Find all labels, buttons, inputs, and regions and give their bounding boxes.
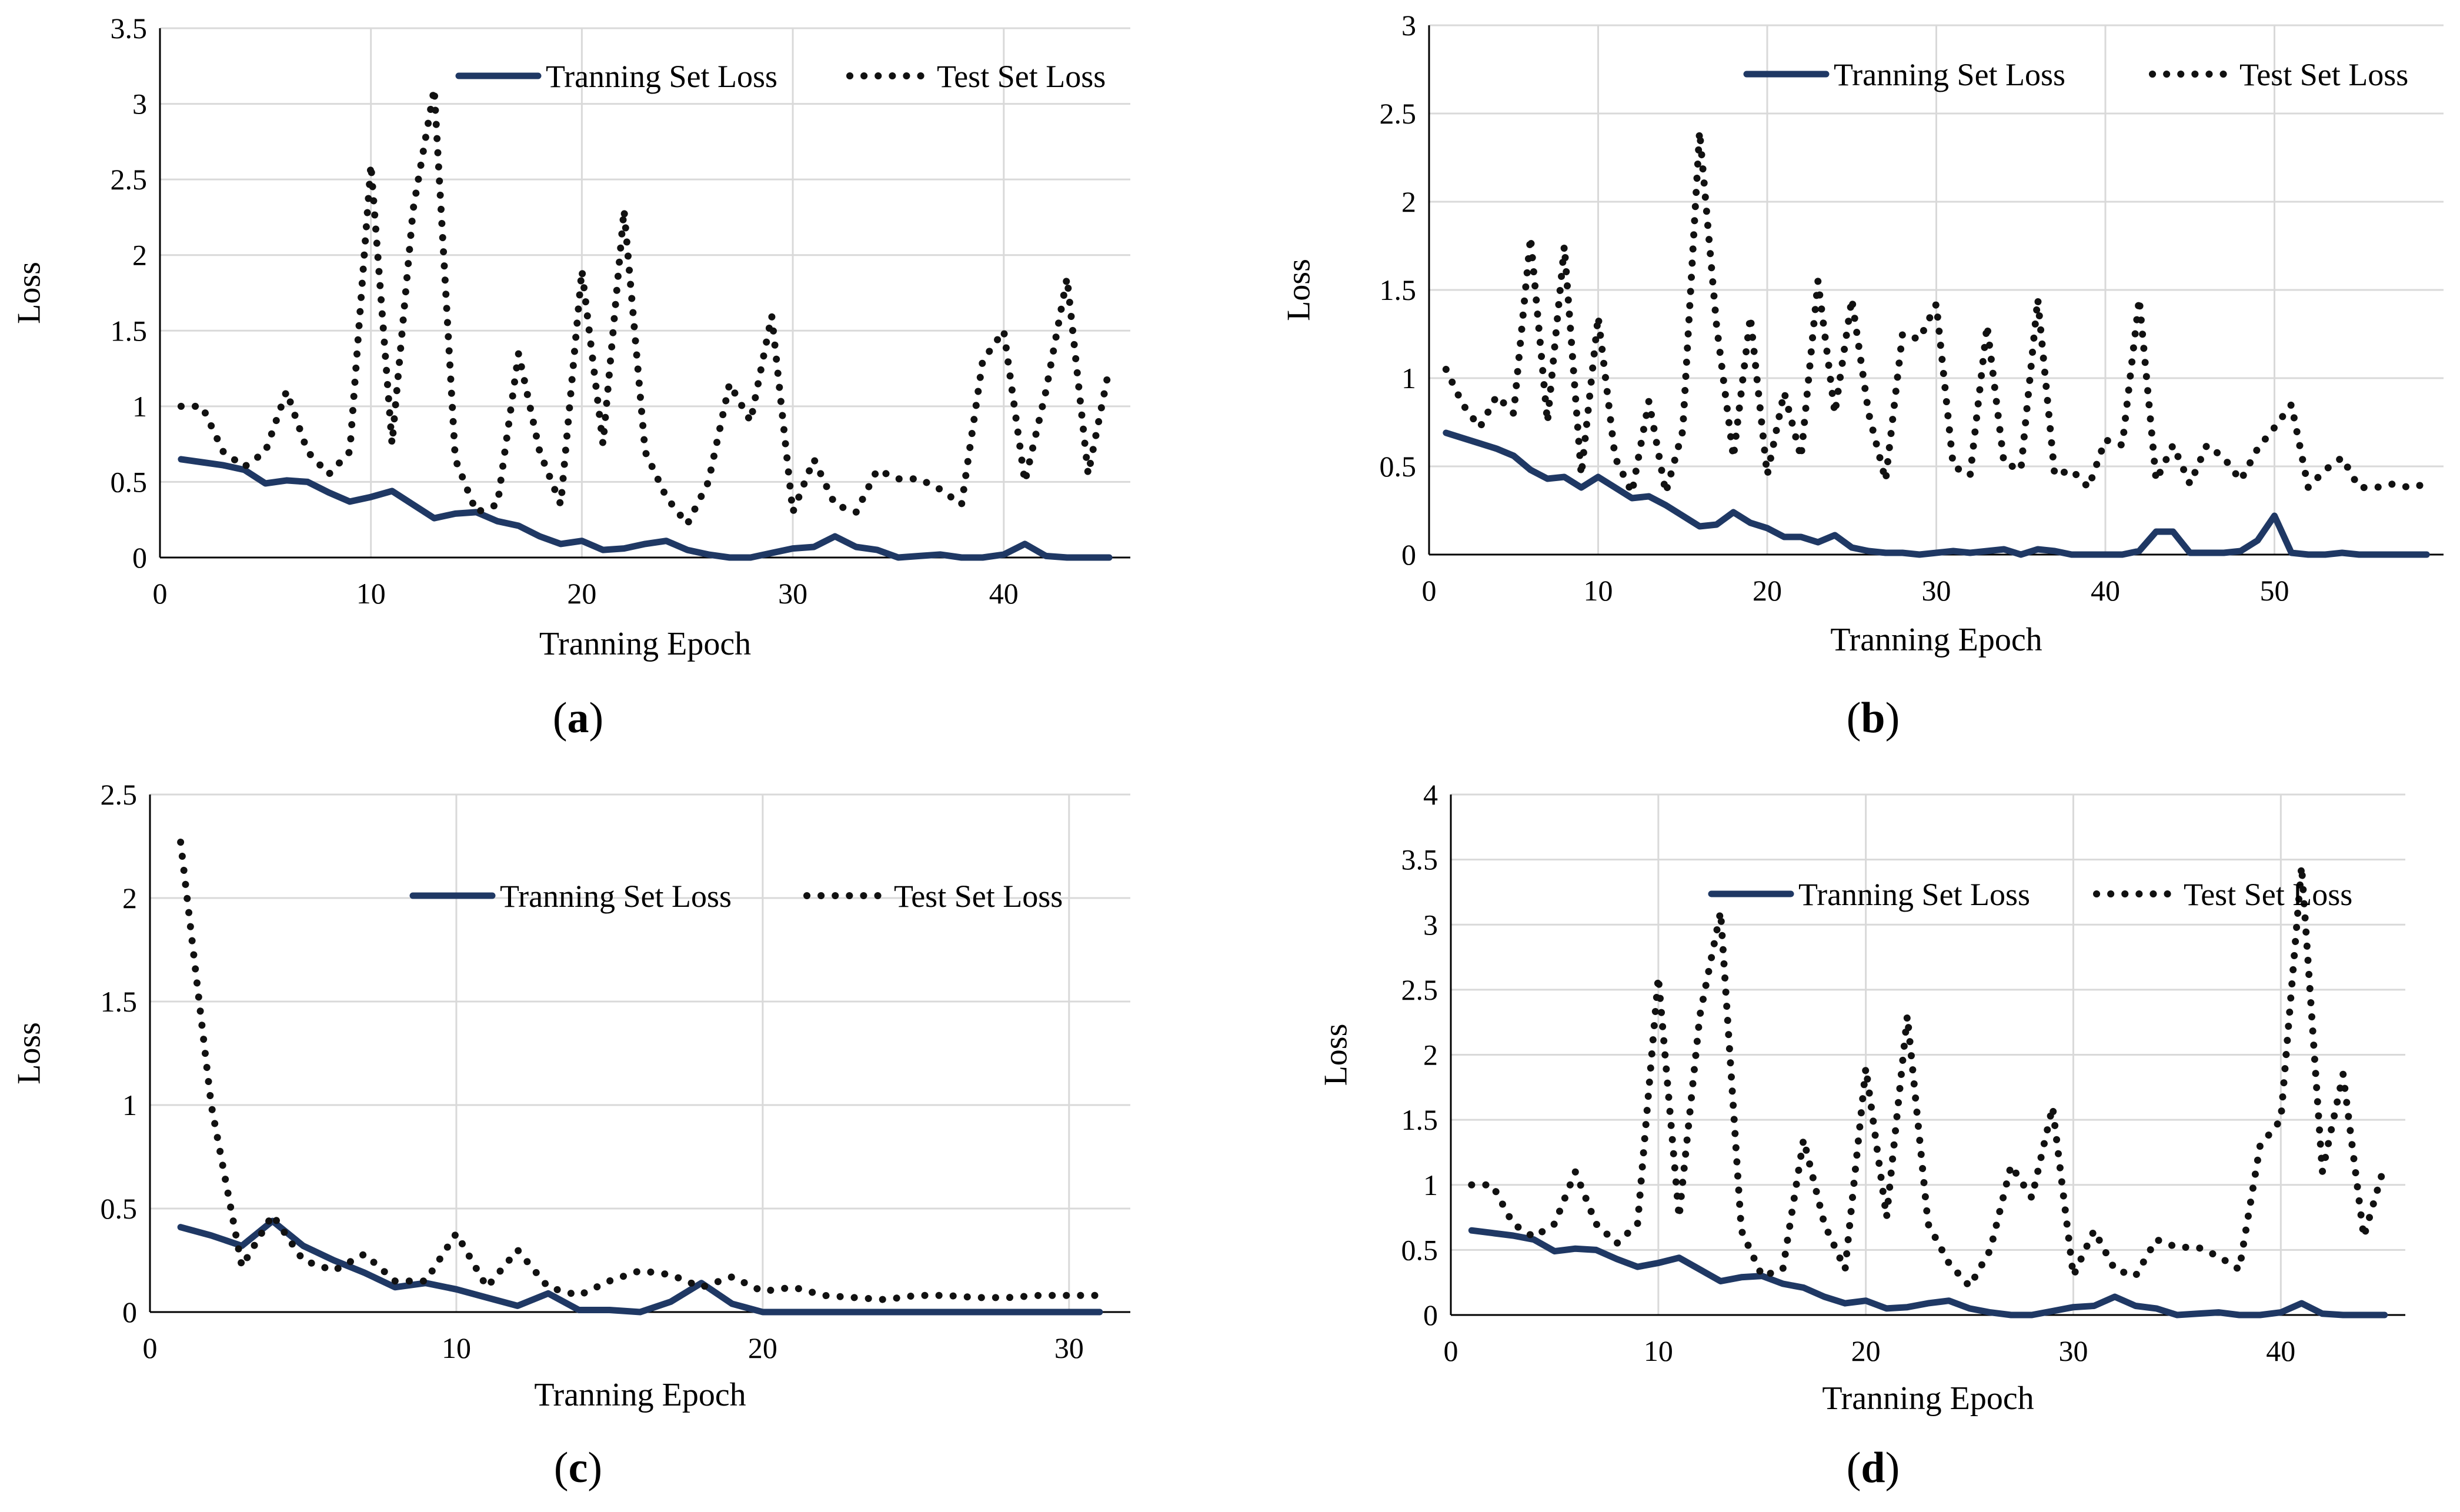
y-tick-label: 0 [132,541,147,574]
x-tick-label: 20 [748,1331,777,1364]
x-axis-title: Tranning Epoch [534,1377,746,1413]
y-tick-label: 0.5 [101,1192,138,1225]
x-tick-label: 30 [1922,574,1951,607]
y-tick-label: 0 [1401,538,1416,571]
chart-panel-a: 0 0.5 1 1.5 2 2.5 3 3.5 0 10 20 30 40 Tranning Epoch L… [11,12,1130,742]
legend-label: Test Set Loss [894,879,1063,914]
x-tick-label: 50 [2260,574,2289,607]
panel-caption-letter: c [569,1444,588,1492]
y-tick-label: 1.5 [101,985,138,1018]
x-tick-label: 10 [1584,574,1613,607]
panel-caption: (c) [554,1444,602,1492]
x-tick-label: 0 [1422,574,1437,607]
y-axis-title: Loss [1281,259,1317,321]
y-tick-label: 0 [1423,1299,1438,1331]
x-tick-label: 30 [778,577,807,610]
y-tick-label: 1 [132,390,147,423]
training-loss-line [1443,429,2430,558]
y-tick-label: 4 [1423,778,1438,811]
training-loss-line [177,1217,1103,1316]
y-tick-label: 0.5 [1380,450,1417,483]
x-tick-label: 0 [143,1331,158,1364]
x-tick-label: 30 [1054,1331,1084,1364]
legend-label: Test Set Loss [2184,877,2352,912]
y-tick-label: 2 [132,239,147,272]
y-tick-label: 2 [122,882,137,914]
y-tick-label: 2 [1401,185,1416,218]
y-tick-label: 0.5 [111,465,148,498]
y-axis-title: Loss [1318,1024,1354,1086]
training-loss-line [178,456,1113,561]
chart-panel-c: 0 0.5 1 1.5 2 2.5 0 10 20 30 Tranning Epoch Loss Tra… [11,778,1130,1492]
x-tick-label: 30 [2058,1334,2088,1367]
x-axis-title: Tranning Epoch [1830,622,2042,658]
y-tick-label: 2.5 [101,778,138,811]
x-tick-label: 40 [2266,1334,2295,1367]
y-tick-label: 2.5 [1401,973,1438,1006]
y-tick-label: 3 [132,88,147,121]
x-tick-label: 10 [442,1331,471,1364]
y-tick-label: 3 [1401,9,1416,42]
panel-caption: (b) [1847,694,1900,742]
legend-label: Tranning Set Loss [546,59,777,94]
y-tick-label: 2.5 [111,163,148,196]
x-tick-label: 20 [567,577,596,610]
panel-caption-letter: d [1861,1444,1885,1492]
test-loss-line [177,85,1113,528]
training-loss-line [1468,1227,2388,1319]
y-tick-label: 3.5 [111,12,148,45]
test-loss-line [1468,862,2388,1290]
legend-label: Test Set Loss [937,59,1106,94]
x-tick-label: 40 [989,577,1019,610]
y-axis-title: Loss [11,1022,48,1084]
x-tick-label: 0 [1444,1334,1458,1367]
legend-label: Tranning Set Loss [1798,877,2030,912]
y-tick-label: 1 [1423,1169,1438,1201]
x-tick-label: 20 [1753,574,1782,607]
panel-caption: (a) [553,694,603,742]
x-tick-label: 10 [356,577,386,610]
panel-caption-letter: b [1861,694,1885,742]
y-tick-label: 3 [1423,908,1438,941]
y-tick-label: 1 [122,1089,137,1122]
y-tick-label: 3.5 [1401,843,1438,876]
y-tick-label: 0.5 [1401,1233,1438,1266]
legend-label: Tranning Set Loss [1834,57,2065,92]
y-axis-title: Loss [11,262,48,324]
y-tick-label: 1.5 [1380,273,1417,306]
x-axis-title: Tranning Epoch [1822,1380,2034,1417]
x-tick-label: 20 [1851,1334,1881,1367]
panel-caption: (d) [1847,1444,1900,1492]
x-tick-label: 0 [153,577,168,610]
x-axis-title: Tranning Epoch [539,626,751,662]
panel-caption-letter: a [568,694,589,742]
y-tick-label: 1.5 [111,314,148,347]
legend-label: Tranning Set Loss [500,879,732,914]
y-tick-label: 2.5 [1380,97,1417,130]
test-loss-line [1442,128,2431,496]
test-loss-line [177,839,1103,1303]
y-tick-label: 0 [122,1296,137,1329]
x-tick-label: 40 [2091,574,2120,607]
y-tick-label: 1.5 [1401,1103,1438,1136]
y-tick-label: 1 [1401,362,1416,395]
x-tick-label: 10 [1644,1334,1673,1367]
legend-label: Test Set Loss [2239,57,2408,92]
y-tick-label: 2 [1423,1039,1438,1072]
